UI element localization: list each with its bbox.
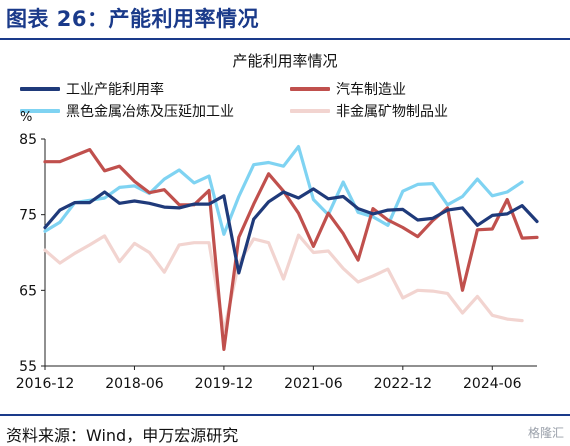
watermark-logo: 格隆汇 [527,426,564,440]
series-line-2 [43,145,524,236]
report-header: 图表 26：产能利用率情况 [0,0,570,40]
series-line-3 [43,233,524,333]
y-tick-label: 55 [19,359,37,375]
x-tick-label: 2016-12 [16,376,75,392]
report-footer: 资料来源：Wind，申万宏源研究 格隆汇 [0,414,570,445]
x-tick-label: 2021-06 [284,376,343,392]
x-tick-label: 2024-06 [463,376,522,392]
chart-series-lines [43,145,539,351]
y-axis-unit: % [20,110,33,125]
series-line-0 [43,187,539,275]
chart-tick-labels: 55 65 75 85 2016-12 2018-06 2019-12 2021-06 2022… [16,132,522,392]
x-tick-label: 2022-12 [374,376,433,392]
y-tick-label: 75 [19,208,37,224]
series-line-1 [43,148,539,351]
chart-title: 产能利用率情况 [232,52,338,70]
x-tick-label: 2018-06 [105,376,164,392]
chart-axes [41,138,537,370]
source-note: 资料来源：Wind，申万宏源研究 [6,426,239,445]
x-tick-label: 2019-12 [195,376,254,392]
line-chart: 55 65 75 85 2016-12 2018-06 2019-12 2021-06 2022… [16,132,539,392]
figure-title: 图表 26：产能利用率情况 [6,7,260,31]
y-tick-label: 85 [19,132,37,148]
y-tick-label: 65 [19,283,37,299]
